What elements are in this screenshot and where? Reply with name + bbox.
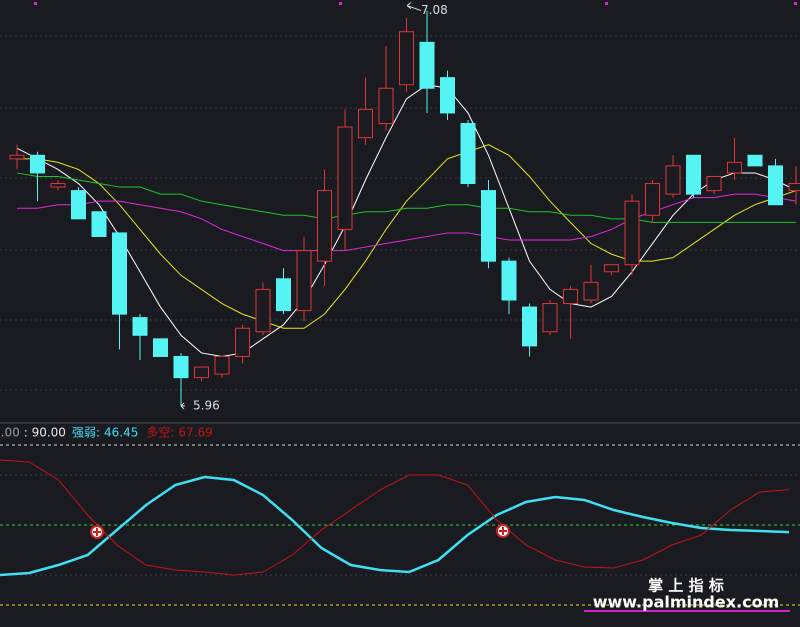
candle-body: [276, 278, 291, 312]
candle-body: [9, 154, 25, 160]
signal-markers: [90, 524, 510, 539]
max-label: 7.08: [421, 3, 448, 17]
candle-body: [624, 200, 640, 266]
min-label: 5.96: [193, 398, 220, 412]
candle-body: [399, 31, 414, 86]
candle-body: [768, 165, 783, 206]
candle-body: [501, 260, 517, 301]
moving-average: [16, 172, 796, 223]
legend-text: 强弱: [72, 426, 96, 440]
legend-text: :: [96, 426, 100, 440]
candle-body: [563, 288, 578, 305]
candle-body: [153, 338, 168, 357]
candle-body: [604, 264, 619, 273]
candle-body: [296, 250, 312, 312]
candle-body: [317, 190, 332, 262]
candle-body: [173, 355, 189, 379]
legend-text: 46.45: [104, 426, 138, 440]
candle-body: [378, 87, 394, 125]
candle-body: [522, 306, 537, 347]
candle-body: [460, 123, 476, 185]
candle-body: [194, 366, 209, 379]
candle-body: [686, 154, 701, 195]
candle-body: [132, 317, 148, 336]
candle-body: [419, 41, 435, 89]
candle-body: [645, 183, 660, 216]
legend-text: :: [170, 426, 174, 440]
legend-text: 多空: [146, 426, 170, 440]
watermark-title: 掌 上 指 标: [648, 577, 724, 595]
candle-body: [481, 190, 496, 262]
candle-body: [788, 183, 800, 192]
moving-average: [16, 84, 797, 357]
candle-body: [358, 108, 373, 139]
legend-text: 5.00: [0, 426, 20, 440]
candle-body: [440, 77, 455, 114]
moving-average: [17, 193, 797, 252]
candle-body: [30, 154, 45, 174]
candle-body: [583, 281, 599, 301]
watermark-url: www.palmindex.com: [593, 593, 780, 612]
indicator-line: [0, 459, 790, 576]
candle-body: [235, 327, 250, 357]
candle-body: [214, 355, 230, 375]
legend-text: 67.69: [178, 426, 212, 440]
candle-body: [337, 126, 353, 230]
candle-body: [91, 211, 107, 237]
candle-body: [50, 183, 66, 188]
candle-body: [112, 232, 127, 315]
indicator-line: [0, 475, 790, 577]
candle-body: [665, 165, 681, 195]
top-markers: [34, 2, 797, 5]
moving-average: [17, 144, 797, 329]
candle-body: [747, 154, 763, 167]
legend-text: : 90.00: [24, 426, 66, 440]
candle-body: [706, 175, 722, 192]
max-pointer: [406, 2, 422, 12]
min-pointer: [180, 402, 185, 410]
candle-body: [255, 288, 271, 333]
candle-body: [542, 303, 558, 333]
candle-body: [727, 161, 742, 174]
candle-body: [71, 190, 86, 220]
